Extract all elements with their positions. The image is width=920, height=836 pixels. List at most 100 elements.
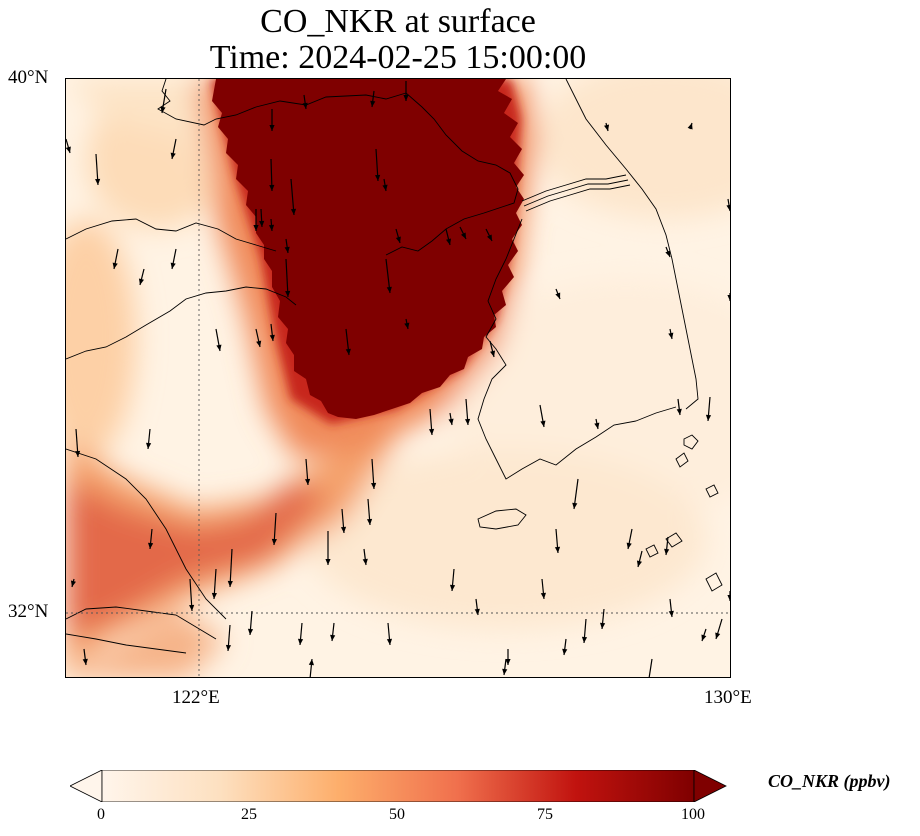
wind-arrow-head [170, 152, 176, 159]
wind-arrow-head [676, 408, 682, 415]
wind-arrow-head [375, 174, 381, 181]
gridlines [66, 79, 730, 677]
wind-arrow-head [604, 124, 610, 131]
wind-arrow-head [665, 250, 671, 257]
wind-arrow-head [668, 332, 674, 339]
wind-arrow-head [395, 236, 401, 243]
wind-arrow-head [189, 604, 195, 611]
wind-arrow-head [340, 526, 347, 533]
wind-arrow-head [715, 632, 721, 639]
colorbar-tick-75: 75 [537, 806, 553, 823]
wind-arrow-head [170, 262, 176, 269]
wind-arrow-head [727, 295, 730, 301]
wind-arrow-head [382, 184, 388, 191]
wind-arrow-head [600, 622, 606, 629]
wind-arrow-head [148, 542, 154, 549]
wind-arrow-head [302, 102, 308, 109]
wind-arrow-head [727, 595, 730, 601]
wind-arrow-head [269, 184, 275, 191]
wind-arrow-head [474, 608, 480, 615]
lon-label-130e: 130°E [704, 687, 752, 708]
lat-label-32n: 32°N [8, 601, 49, 622]
lat-label-40n: 40°N [8, 67, 49, 88]
plume-core [212, 79, 524, 419]
wind-arrow-head [581, 636, 588, 643]
wind-arrow-head [70, 580, 76, 587]
colorbar-tick-0: 0 [97, 806, 105, 823]
wind-arrow-head [687, 123, 693, 130]
wind-arrow-head [664, 548, 670, 555]
wind-arrow-head [386, 638, 393, 645]
wind-arrow-shaft [290, 178, 295, 216]
wind-arrow-head [701, 634, 707, 641]
wind-arrow-head [268, 224, 275, 231]
wind-arrow-head [428, 428, 435, 435]
wind-arrow-head [572, 502, 578, 509]
wind-arrow-head [82, 658, 88, 665]
colorbar-label: CO_NKR (ppbv) [768, 771, 891, 791]
wind-arrow-head [705, 414, 712, 421]
wind-arrow-head [371, 482, 377, 489]
wind-arrow-shaft [648, 658, 653, 677]
coastlines [66, 79, 723, 654]
wind-arrow-head [668, 610, 674, 617]
wind-arrow-head [554, 546, 561, 553]
wind-arrow-head [269, 125, 275, 131]
wind-arrow-head [403, 95, 409, 101]
wind-arrow-head [490, 350, 496, 357]
wind-arrow-head [211, 592, 217, 599]
map-canvas [66, 79, 730, 677]
wind-arrow-head [370, 100, 376, 107]
wind-arrow-head [345, 348, 351, 355]
wind-arrow-head [74, 450, 81, 457]
wind-arrow-head [271, 538, 277, 545]
colorbar-gradient [101, 770, 695, 802]
map-title-line1: CO_NKR at surface [260, 3, 536, 40]
wind-arrow-head [366, 518, 373, 525]
wind-arrow-head [404, 322, 410, 329]
wind-arrow-head [297, 638, 304, 645]
wind-arrow-head [66, 146, 71, 153]
wind-arrow-head [448, 418, 454, 425]
wind-arrow-head [386, 286, 392, 293]
wind-arrow-head [269, 334, 275, 341]
wind-arrow-shaft [285, 258, 289, 298]
map-title-line2: Time: 2024-02-25 15:00:00 [209, 39, 587, 76]
colorbar-tick-50: 50 [389, 806, 405, 823]
wind-arrow-head [284, 246, 290, 253]
wind-arrow-head [460, 232, 466, 239]
wind-arrow-head [446, 238, 452, 245]
wind-arrow-head [259, 220, 265, 227]
wind-arrow-head [112, 262, 118, 269]
wind-arrow-head [225, 644, 232, 651]
colorbar-tick-100: 100 [681, 806, 705, 823]
wind-arrow-head [726, 204, 730, 211]
colorbar-tick-25: 25 [241, 806, 257, 823]
wind-arrow-head [138, 278, 144, 285]
wind-arrow-head [330, 634, 336, 641]
wind-arrow-head [362, 558, 368, 565]
wind-arrow-head [540, 592, 546, 599]
colorbar [70, 770, 727, 802]
wind-arrow-head [464, 418, 471, 425]
wind-arrow-head [626, 542, 632, 549]
wind-arrow-head [308, 659, 314, 666]
lon-label-122e: 122°E [172, 687, 220, 708]
wind-arrow-head [325, 559, 331, 565]
wind-arrow-head [636, 560, 642, 567]
wind-arrow-head [555, 292, 561, 299]
wind-arrow-head [486, 234, 492, 241]
wind-arrow-head [290, 208, 297, 215]
wind-arrow-head [256, 340, 262, 347]
wind-arrow-head [247, 628, 254, 635]
wind-arrow-head [540, 420, 546, 427]
wind-arrow-head [285, 290, 291, 297]
wind-arrow-head [594, 422, 600, 429]
concentration-map [65, 78, 731, 678]
wind-arrow-head [160, 106, 166, 113]
wind-arrow-head [562, 648, 568, 655]
wind-vectors [66, 81, 730, 677]
colorbar-extend-max [693, 770, 727, 802]
wind-arrow-shaft [229, 548, 233, 588]
wind-arrow-head [253, 225, 259, 231]
